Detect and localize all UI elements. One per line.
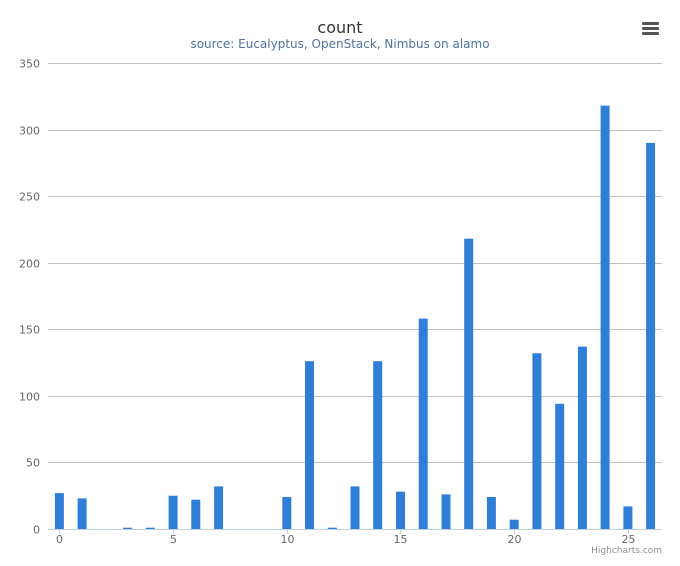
x-tick-label: 0 (56, 533, 63, 546)
x-axis-labels: 0 5 10 15 20 25 (56, 533, 636, 546)
bar[interactable] (350, 486, 360, 529)
bar[interactable] (486, 497, 496, 529)
bar[interactable] (214, 486, 224, 529)
bar[interactable] (646, 142, 656, 529)
bar[interactable] (123, 527, 133, 529)
y-tick-label: 300 (19, 125, 40, 138)
x-tick-label: 20 (508, 533, 522, 546)
bar[interactable] (509, 519, 519, 529)
x-tick-label: 15 (394, 533, 408, 546)
x-axis-ticks (59, 529, 629, 534)
bar[interactable] (373, 361, 383, 529)
bar[interactable] (464, 238, 474, 529)
bar-series (54, 105, 656, 529)
y-tick-label: 0 (33, 524, 40, 537)
y-tick-label: 200 (19, 258, 40, 271)
bar[interactable] (282, 497, 292, 529)
bar[interactable] (77, 498, 87, 529)
bar[interactable] (441, 494, 451, 529)
bar[interactable] (623, 506, 633, 529)
x-tick-label: 5 (170, 533, 177, 546)
y-tick-label: 350 (19, 58, 40, 71)
y-axis-labels: 0 50 100 150 200 250 300 350 (19, 58, 40, 537)
bar[interactable] (327, 527, 337, 529)
bar[interactable] (145, 527, 155, 529)
x-tick-label: 10 (281, 533, 295, 546)
grid-lines (48, 63, 662, 463)
bar[interactable] (577, 346, 587, 529)
credits-link[interactable]: Highcharts.com (591, 546, 662, 556)
x-tick-label: 25 (622, 533, 636, 546)
y-tick-label: 100 (19, 391, 40, 404)
bar[interactable] (418, 318, 428, 529)
chart-title: count (317, 18, 362, 37)
bar[interactable] (555, 403, 565, 529)
y-tick-label: 250 (19, 191, 40, 204)
bar[interactable] (396, 491, 405, 529)
chart-subtitle: source: Eucalyptus, OpenStack, Nimbus on… (190, 37, 489, 51)
bar[interactable] (168, 495, 178, 529)
hamburger-menu-icon[interactable] (638, 16, 664, 42)
bar[interactable] (54, 493, 64, 529)
bar[interactable] (191, 499, 201, 529)
y-tick-label: 50 (26, 457, 40, 470)
bar[interactable] (532, 353, 542, 529)
bar[interactable] (305, 361, 314, 529)
y-tick-label: 150 (19, 324, 40, 337)
bar[interactable] (600, 105, 610, 529)
